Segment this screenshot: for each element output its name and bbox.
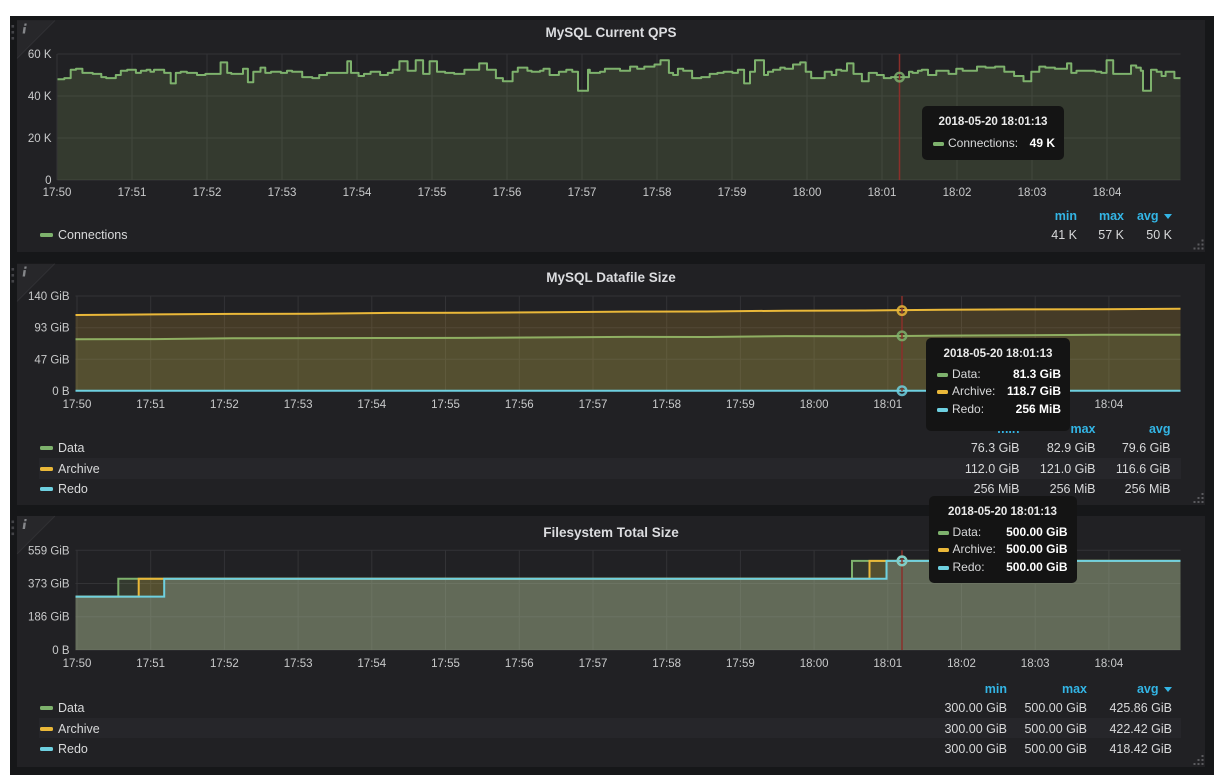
svg-text:140 GiB: 140 GiB bbox=[28, 291, 70, 303]
svg-text:17:55: 17:55 bbox=[431, 658, 460, 670]
svg-text:20 K: 20 K bbox=[28, 133, 52, 145]
svg-text:18:01: 18:01 bbox=[873, 399, 902, 411]
svg-text:17:55: 17:55 bbox=[418, 187, 447, 199]
svg-text:17:57: 17:57 bbox=[568, 187, 597, 199]
svg-text:17:57: 17:57 bbox=[579, 399, 608, 411]
svg-text:17:53: 17:53 bbox=[268, 187, 297, 199]
svg-text:17:55: 17:55 bbox=[431, 399, 460, 411]
svg-text:0 B: 0 B bbox=[52, 386, 70, 398]
svg-text:18:00: 18:00 bbox=[793, 187, 822, 199]
svg-text:0 B: 0 B bbox=[52, 645, 70, 657]
svg-text:18:04: 18:04 bbox=[1093, 187, 1122, 199]
svg-text:18:01: 18:01 bbox=[868, 187, 897, 199]
svg-text:17:50: 17:50 bbox=[63, 658, 92, 670]
svg-text:17:52: 17:52 bbox=[210, 399, 239, 411]
svg-text:17:58: 17:58 bbox=[652, 658, 681, 670]
svg-text:17:54: 17:54 bbox=[357, 399, 386, 411]
svg-text:47 GiB: 47 GiB bbox=[34, 354, 69, 366]
svg-text:17:54: 17:54 bbox=[357, 658, 386, 670]
svg-text:559 GiB: 559 GiB bbox=[28, 545, 70, 557]
svg-text:17:58: 17:58 bbox=[652, 399, 681, 411]
svg-text:18:02: 18:02 bbox=[947, 658, 976, 670]
svg-text:17:54: 17:54 bbox=[343, 187, 372, 199]
svg-text:60 K: 60 K bbox=[28, 49, 52, 61]
svg-text:17:51: 17:51 bbox=[136, 658, 165, 670]
svg-text:17:52: 17:52 bbox=[193, 187, 222, 199]
svg-text:17:59: 17:59 bbox=[726, 399, 755, 411]
svg-text:17:51: 17:51 bbox=[118, 187, 147, 199]
svg-text:18:03: 18:03 bbox=[1021, 658, 1050, 670]
svg-text:18:02: 18:02 bbox=[943, 187, 972, 199]
svg-text:18:00: 18:00 bbox=[800, 658, 829, 670]
svg-text:17:52: 17:52 bbox=[210, 658, 239, 670]
svg-text:0: 0 bbox=[45, 175, 51, 187]
svg-text:40 K: 40 K bbox=[28, 91, 52, 103]
svg-text:18:00: 18:00 bbox=[800, 399, 829, 411]
svg-text:17:53: 17:53 bbox=[284, 658, 313, 670]
svg-text:17:53: 17:53 bbox=[284, 399, 313, 411]
svg-text:17:50: 17:50 bbox=[63, 399, 92, 411]
svg-text:18:04: 18:04 bbox=[1095, 399, 1124, 411]
svg-text:186 GiB: 186 GiB bbox=[28, 612, 70, 624]
svg-text:18:03: 18:03 bbox=[1018, 187, 1047, 199]
svg-text:17:59: 17:59 bbox=[726, 658, 755, 670]
svg-text:18:04: 18:04 bbox=[1095, 658, 1124, 670]
svg-text:17:59: 17:59 bbox=[718, 187, 747, 199]
svg-text:373 GiB: 373 GiB bbox=[28, 579, 70, 591]
svg-text:17:58: 17:58 bbox=[643, 187, 672, 199]
svg-text:17:56: 17:56 bbox=[505, 658, 534, 670]
svg-text:93 GiB: 93 GiB bbox=[34, 323, 69, 335]
svg-text:17:57: 17:57 bbox=[579, 658, 608, 670]
svg-text:17:51: 17:51 bbox=[136, 399, 165, 411]
svg-text:17:56: 17:56 bbox=[505, 399, 534, 411]
svg-text:17:56: 17:56 bbox=[493, 187, 522, 199]
svg-text:18:01: 18:01 bbox=[873, 658, 902, 670]
svg-text:17:50: 17:50 bbox=[43, 187, 72, 199]
